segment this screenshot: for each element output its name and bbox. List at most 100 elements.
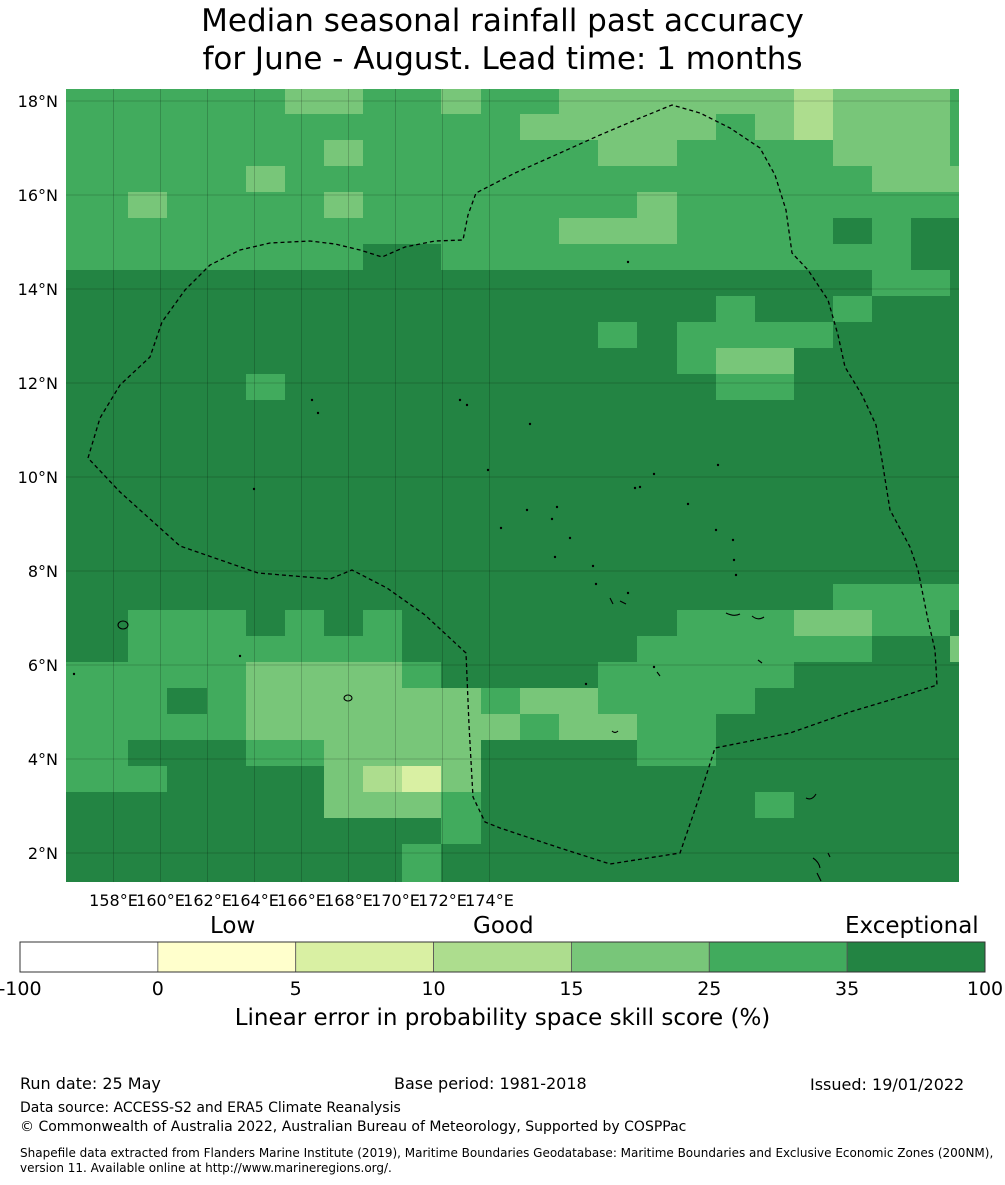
run-date: Run date: 25 May	[20, 1074, 161, 1093]
atoll-dot	[732, 558, 736, 562]
colorbar-segment	[433, 941, 572, 973]
lat-tick-label: 2°N	[28, 844, 58, 863]
cell	[833, 296, 872, 322]
lat-tick-label: 10°N	[18, 468, 58, 487]
atoll-dot	[652, 472, 656, 476]
colorbar-tick-label: 100	[967, 978, 1003, 1000]
cell	[833, 89, 911, 114]
longitude-labels: 158°E160°E162°E164°E166°E168°E170°E172°E…	[89, 891, 514, 910]
atoll-dot	[550, 517, 554, 521]
atoll-dot	[686, 502, 690, 506]
map-title: Median seasonal rainfall past accuracy f…	[0, 2, 1005, 78]
island	[757, 659, 763, 664]
lat-tick-label: 6°N	[28, 656, 58, 675]
cell	[833, 584, 950, 610]
cell	[363, 766, 402, 792]
cell	[716, 348, 794, 374]
lat-tick-label: 16°N	[18, 186, 58, 205]
cell	[794, 114, 833, 140]
cell	[950, 584, 959, 610]
colorbar-segment	[708, 941, 848, 973]
cell	[66, 740, 128, 766]
lon-tick-label: 172°E	[418, 891, 467, 910]
colorbar-tick-label: 15	[559, 978, 583, 1000]
atoll-dot	[553, 555, 557, 559]
cell	[755, 114, 794, 140]
cell	[677, 322, 833, 348]
atoll-dot	[72, 672, 76, 676]
cell	[911, 89, 950, 114]
cell	[285, 636, 402, 662]
cell	[559, 218, 677, 244]
cell	[520, 714, 559, 740]
colorbar-segment	[571, 941, 710, 973]
cell	[637, 740, 716, 766]
island-outlines	[117, 597, 831, 882]
lat-tick-label: 8°N	[28, 562, 58, 581]
island	[619, 600, 627, 605]
island	[609, 597, 614, 605]
island	[812, 857, 821, 869]
cell	[520, 688, 598, 714]
atoll-dot	[310, 398, 314, 402]
atoll-dot	[731, 538, 735, 542]
colorbar-tick-label: -100	[0, 978, 42, 1000]
cell	[246, 166, 285, 192]
cell	[324, 766, 363, 792]
cell	[402, 766, 441, 792]
cell	[402, 844, 441, 882]
cell	[911, 218, 950, 244]
colorbar	[19, 941, 986, 973]
skill-grid-cells	[66, 89, 959, 882]
copyright: © Commonwealth of Australia 2022, Austra…	[20, 1119, 687, 1135]
atoll-dot	[568, 536, 572, 540]
atoll-dot	[528, 422, 532, 426]
cell	[872, 610, 950, 636]
cell	[441, 89, 481, 114]
cell	[833, 218, 872, 244]
island	[117, 620, 129, 630]
atoll-dot	[238, 654, 242, 658]
cell	[324, 792, 441, 818]
colorbar-tick-label: 25	[697, 978, 721, 1000]
data-source: Data source: ACCESS-S2 and ERA5 Climate …	[20, 1100, 401, 1116]
cell	[246, 714, 481, 740]
cell	[794, 89, 833, 114]
atoll-dot	[555, 505, 559, 509]
colorbar-values: -100 0 5 10 15 25 35 100	[0, 978, 1003, 1000]
lat-tick-label: 14°N	[18, 280, 58, 299]
cell	[128, 610, 246, 636]
cell	[285, 89, 363, 114]
cell	[911, 244, 959, 270]
atoll-dot	[734, 573, 738, 577]
island	[805, 793, 817, 800]
atoll-dot	[458, 398, 462, 402]
atoll-dot	[594, 582, 598, 586]
atoll-dot	[652, 665, 656, 669]
cell	[246, 740, 324, 766]
lon-tick-label: 166°E	[277, 891, 326, 910]
cell	[324, 192, 363, 218]
atoll-dot	[638, 485, 642, 489]
atoll-dots	[72, 260, 738, 686]
lat-tick-label: 18°N	[18, 92, 58, 111]
cell	[950, 166, 959, 192]
cell	[324, 140, 363, 166]
lat-tick-label: 4°N	[28, 750, 58, 769]
category-good: Good	[473, 913, 534, 939]
colorbar-tick-label: 10	[421, 978, 445, 1000]
cell	[872, 166, 950, 192]
title-line-1: Median seasonal rainfall past accuracy	[201, 3, 804, 39]
cell	[128, 636, 285, 662]
atoll-dot	[626, 591, 630, 595]
colorbar-segment	[846, 941, 986, 973]
cell	[598, 714, 637, 740]
atoll-dot	[316, 411, 320, 415]
cell	[677, 348, 716, 374]
lon-tick-label: 160°E	[136, 891, 185, 910]
cell	[716, 296, 755, 322]
atoll-dot	[714, 528, 718, 532]
cell	[363, 610, 402, 636]
cell	[441, 766, 481, 792]
